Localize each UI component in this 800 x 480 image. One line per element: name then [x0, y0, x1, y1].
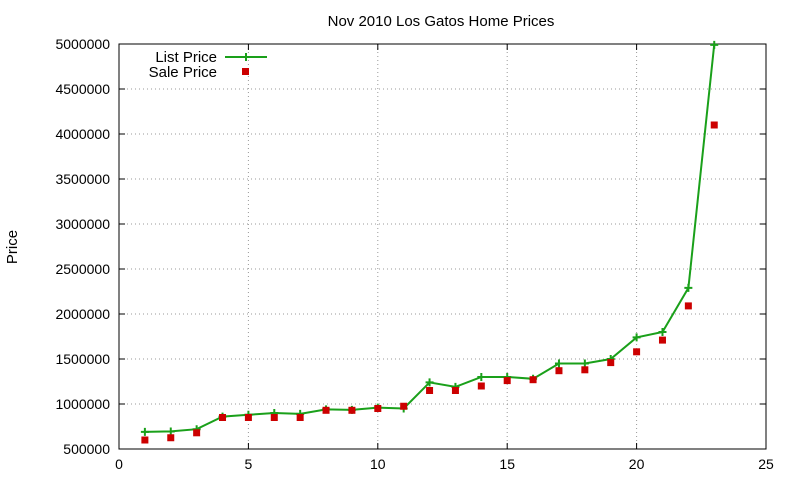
series-layer	[140, 40, 719, 444]
list-price-point	[658, 328, 667, 336]
sale-price-point	[193, 429, 201, 437]
list-price-point	[710, 40, 719, 49]
grid-lines	[119, 44, 766, 449]
list-price-point	[166, 427, 175, 436]
sale-price-point	[658, 336, 666, 344]
legend-label-sale-price: Sale Price	[149, 64, 217, 81]
sale-price-point	[244, 414, 252, 421]
list-price-point	[632, 333, 641, 342]
list-price-point	[554, 359, 563, 368]
sale-price-point	[296, 414, 304, 421]
x-tick-label: 25	[758, 456, 774, 472]
sale-price-point	[555, 367, 563, 375]
sale-price-point	[400, 402, 408, 410]
sale-price-point	[141, 436, 149, 444]
x-tick-label: 5	[245, 456, 253, 472]
list-price-line	[144, 44, 716, 433]
list-price-point	[425, 378, 434, 387]
y-axis-label: Price	[4, 230, 21, 264]
y-tick-label: 2500000	[55, 261, 110, 277]
y-tick-label: 2000000	[55, 306, 110, 322]
y-tick-label: 1000000	[55, 396, 110, 412]
sale-price-point	[581, 366, 589, 374]
sale-price-point	[451, 387, 459, 394]
legend-marker-list-price	[242, 53, 250, 61]
list-price-point	[477, 373, 486, 381]
sale-price-point	[322, 406, 330, 414]
sale-price-point	[607, 359, 615, 367]
legend-marker-sale-price	[242, 68, 249, 75]
legend-label-list-price: List Price	[155, 49, 217, 66]
legend: List Price Sale Price	[149, 49, 267, 81]
y-tick-label: 5000000	[55, 36, 110, 52]
sale-price-point	[167, 434, 175, 442]
plot-area-frame	[118, 43, 767, 450]
sale-price-point	[477, 382, 485, 390]
chart-title: Nov 2010 Los Gatos Home Prices	[328, 13, 555, 30]
y-tick-label: 4500000	[55, 81, 110, 97]
list-price-point	[140, 427, 149, 436]
sale-price-point	[503, 377, 511, 385]
sale-price-point	[710, 121, 718, 129]
sale-price-point	[426, 387, 434, 394]
x-tick-label: 20	[629, 456, 645, 472]
sale-price-point	[219, 414, 227, 421]
axis-ticks: 500000 1000000 1500000 2000000 2500000 300000…	[55, 36, 774, 472]
sale-price-point	[374, 405, 382, 412]
list-price-point	[580, 359, 589, 368]
y-tick-label: 3000000	[55, 216, 110, 232]
x-tick-label: 15	[499, 456, 515, 472]
sale-price-point	[529, 376, 537, 384]
y-tick-label: 4000000	[55, 126, 110, 142]
x-tick-label: 10	[370, 456, 386, 472]
y-tick-label: 1500000	[55, 351, 110, 367]
sale-price-point	[633, 348, 641, 356]
sale-price-point	[348, 406, 356, 414]
sale-price-point	[270, 414, 278, 421]
sale-price-point	[684, 302, 692, 310]
list-price-point	[684, 283, 693, 292]
y-tick-label: 500000	[63, 441, 110, 457]
y-tick-label: 3500000	[55, 171, 110, 187]
x-tick-label: 0	[115, 456, 123, 472]
